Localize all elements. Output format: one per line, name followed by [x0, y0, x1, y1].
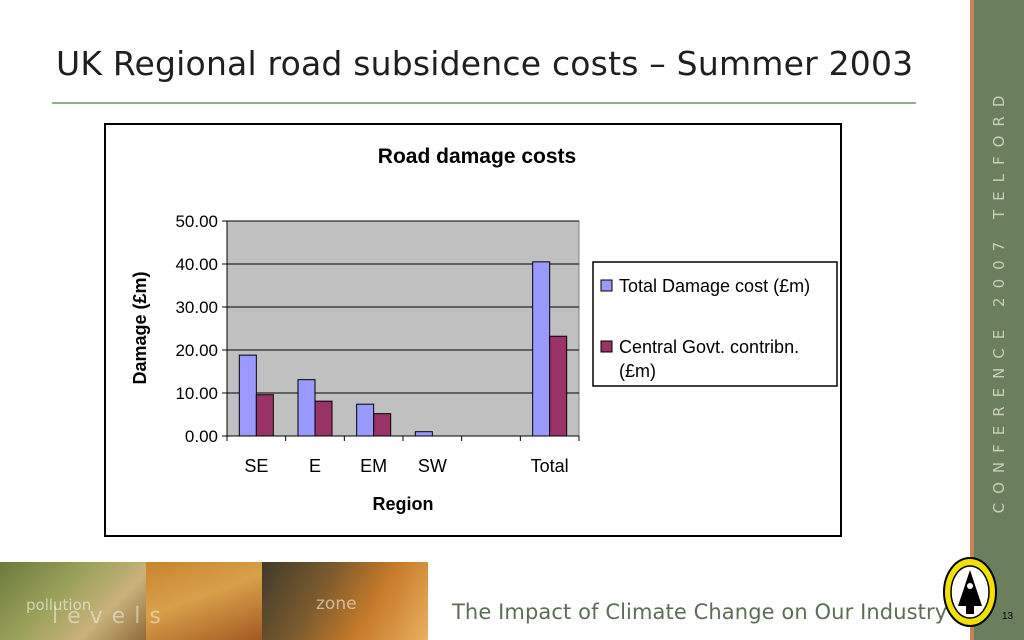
chart-title: Road damage costs [378, 145, 576, 168]
footer-photo-1 [0, 562, 146, 640]
bars [238, 261, 568, 437]
side-conference-text: CONFERENCE 2007 TELFORD [990, 86, 1008, 514]
legend-label-series-1: Total Damage cost (£m) [619, 276, 810, 296]
photo-word-zone: zone [316, 594, 357, 614]
side-accent-band [970, 0, 974, 640]
bar-series-2-se [255, 394, 274, 437]
footer-photo-2 [146, 562, 262, 640]
footer-photo-strip: pollution levels zone [0, 562, 428, 640]
y-tick-label: 40.00 [175, 255, 218, 274]
footer-text: The Impact of Climate Change on Our Indu… [452, 600, 948, 624]
bar-series-2-total [549, 335, 568, 437]
institute-logo-icon [943, 557, 997, 627]
bar-series-2-em [373, 413, 392, 437]
bar-series-1-em [356, 403, 375, 437]
title-divider [52, 102, 916, 104]
x-ticks: SE E EM SW Total [226, 436, 580, 476]
bar-series-1-total [532, 261, 551, 437]
side-strip [974, 0, 1024, 640]
legend-label-series-2: Central Govt. contribn. (£m) [619, 337, 804, 381]
y-tick-label: 50.00 [175, 212, 218, 231]
slide-title: UK Regional road subsidence costs – Summ… [56, 44, 914, 83]
legend-label-series-2-line-2: (£m) [619, 361, 656, 381]
photo-word-pollution: pollution [26, 596, 92, 614]
chart-svg: Road damage costs 0.00 10.00 20.00 30.00 40.… [130, 145, 838, 514]
bar-series-1-sw [414, 431, 433, 437]
chart-frame: Road damage costs 0.00 10.00 20.00 30.00 40.… [104, 123, 842, 537]
bar-series-1-se [238, 354, 257, 437]
x-tick-label: Total [531, 456, 569, 476]
x-tick-label: E [309, 456, 321, 476]
y-tick-label: 30.00 [175, 298, 218, 317]
grid-lines [227, 220, 579, 394]
plot-area [226, 220, 580, 437]
x-axis-label: Region [373, 494, 434, 514]
y-tick-label: 10.00 [175, 384, 218, 403]
footer-photo-3 [262, 562, 428, 640]
y-ticks: 0.00 10.00 20.00 30.00 40.00 50.00 [175, 212, 227, 446]
legend-swatch-series-1 [600, 279, 613, 292]
photo-word-levels: levels [52, 604, 170, 629]
y-tick-label: 20.00 [175, 341, 218, 360]
bar-series-1-e [297, 379, 316, 437]
legend-swatch-series-2 [600, 340, 613, 353]
bar-series-2-e [314, 400, 333, 437]
page-number: 13 [1002, 611, 1014, 622]
x-tick-label: EM [360, 456, 387, 476]
x-tick-label: SE [244, 456, 268, 476]
y-axis-label: Damage (£m) [130, 271, 150, 384]
x-tick-label: SW [418, 456, 447, 476]
legend: Total Damage cost (£m) Central Govt. con… [592, 261, 838, 387]
legend-box [592, 261, 838, 387]
legend-label-series-2-line-1: Central Govt. contribn. [619, 337, 799, 357]
y-tick-label: 0.00 [185, 427, 218, 446]
